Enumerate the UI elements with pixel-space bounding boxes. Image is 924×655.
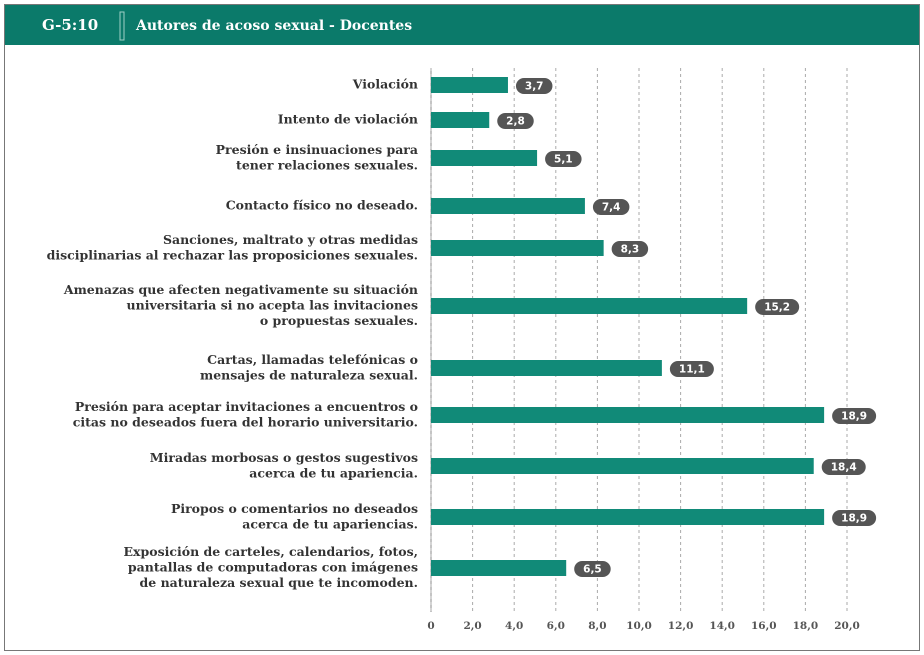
value-label: 6,5 [583, 564, 602, 576]
category-label: acerca de tu apariencias. [242, 516, 418, 531]
value-pill [669, 361, 714, 377]
value-label: 18,9 [841, 513, 867, 525]
bar [431, 240, 604, 256]
category-label: Miradas morbosas o gestos sugestivos [150, 450, 418, 465]
value-pill [574, 561, 611, 577]
x-tick-label: 14,0 [709, 620, 735, 632]
x-tick-label: 18,0 [793, 620, 819, 632]
x-tick-label: 20,0 [834, 620, 860, 632]
x-tick-label: 0 [427, 620, 434, 632]
value-label: 18,4 [831, 462, 857, 474]
category-label: o propuestas sexuales. [260, 313, 418, 328]
x-tick-label: 16,0 [751, 620, 777, 632]
value-pill [592, 199, 630, 215]
bar [431, 198, 585, 214]
category-label: disciplinarias al rechazar las proposici… [47, 247, 418, 262]
value-label: 3,7 [525, 81, 544, 93]
value-pill [821, 459, 866, 475]
category-label: Violación [352, 77, 418, 92]
category-label: Presión e insinuaciones para [216, 142, 418, 157]
category-label: Contacto físico no deseado. [226, 198, 418, 213]
value-pill [497, 113, 534, 129]
value-pill [832, 510, 877, 526]
chart-title: Autores de acoso sexual - Docentes [135, 18, 412, 34]
value-label: 2,8 [506, 116, 525, 128]
x-tick-label: 6,0 [547, 620, 565, 632]
category-label: Piropos o comentarios no deseados [171, 501, 418, 516]
chart-code: G-5:10 [42, 16, 98, 34]
bar [431, 360, 662, 376]
category-label: universitaria si no acepta las invitacio… [127, 298, 418, 313]
category-label: Exposición de carteles, calendarios, fot… [124, 544, 418, 559]
header [5, 5, 919, 45]
category-label: acerca de tu apariencia. [249, 465, 418, 480]
bar [431, 560, 567, 576]
value-label: 8,3 [621, 244, 640, 256]
value-pill [832, 408, 877, 424]
value-label: 18,9 [841, 411, 867, 423]
bar [431, 77, 508, 93]
value-label: 15,2 [764, 302, 790, 314]
x-tick-label: 8,0 [588, 620, 606, 632]
category-label: Cartas, llamadas telefónicas o [207, 352, 418, 367]
value-label: 7,4 [602, 202, 621, 214]
category-label: Amenazas que afecten negativamente su si… [63, 282, 418, 297]
bar [431, 407, 825, 423]
x-tick-label: 2,0 [463, 620, 481, 632]
value-pill [515, 78, 553, 94]
category-label: tener relaciones sexuales. [236, 157, 418, 172]
category-label: de naturaleza sexual que te incomoden. [140, 575, 418, 590]
value-pill [611, 241, 649, 257]
x-tick-label: 12,0 [668, 620, 694, 632]
value-label: 5,1 [554, 154, 573, 166]
bar [431, 150, 538, 166]
bar [431, 112, 490, 128]
value-pill [755, 299, 800, 315]
category-label: citas no deseados fuera del horario univ… [73, 414, 418, 429]
value-pill [545, 151, 582, 167]
bar [431, 458, 814, 474]
bar [431, 509, 825, 525]
bar [431, 298, 748, 314]
category-label: mensajes de naturaleza sexual. [200, 367, 418, 382]
category-label: Presión para aceptar invitaciones a encu… [75, 399, 418, 414]
value-label: 11,1 [679, 364, 705, 376]
x-tick-label: 10,0 [626, 620, 652, 632]
x-tick-label: 4,0 [505, 620, 523, 632]
category-label: pantallas de computadoras con imágenes [128, 560, 418, 575]
category-label: Sanciones, maltrato y otras medidas [163, 232, 418, 247]
category-label: Intento de violación [278, 112, 418, 127]
separator [119, 11, 125, 41]
